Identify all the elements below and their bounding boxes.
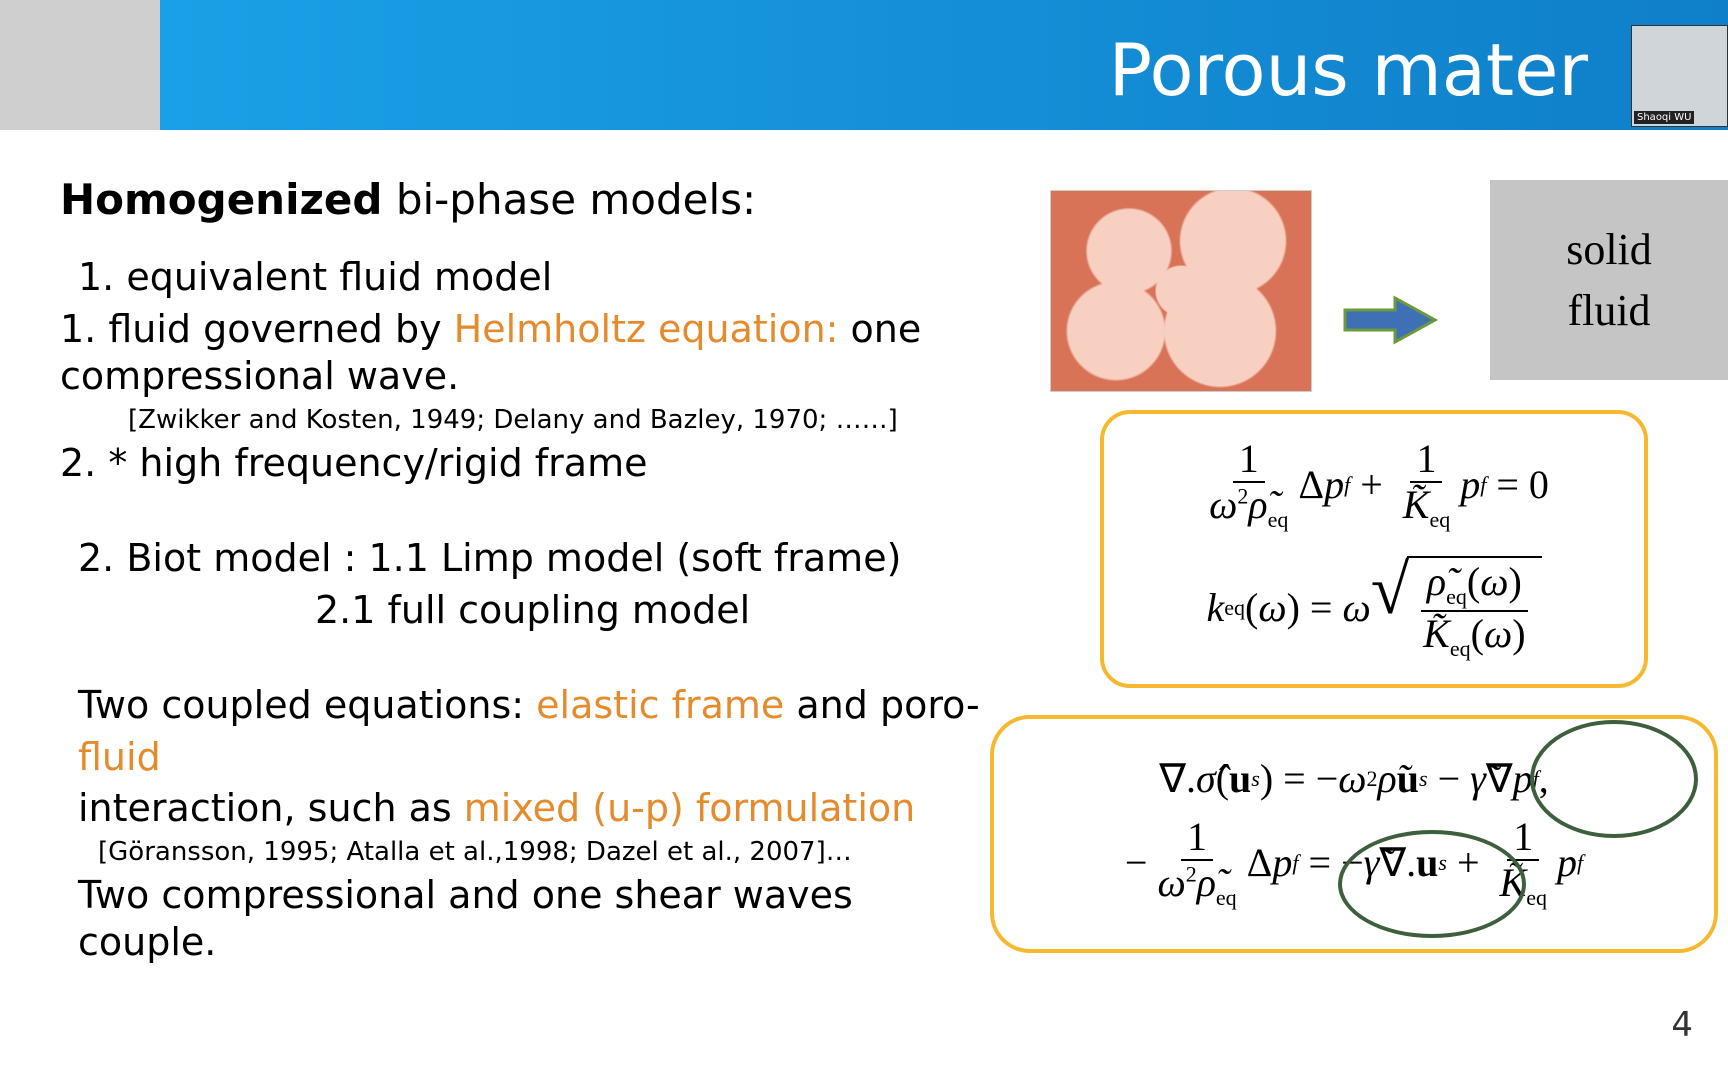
eq2-line1: ∇.σ̂(us) = −ω2ρ̃us − γ̃∇pf,: [1159, 759, 1549, 799]
solid-fluid-box: solid fluid: [1490, 180, 1728, 380]
heading-bold: Homogenized: [60, 175, 382, 224]
arrow-icon: [1340, 290, 1440, 350]
line-equivalent-fluid: 1. equivalent fluid model: [60, 254, 1000, 302]
eq1-line1: 1ω2ρ̃eq Δpf + 1K̃eq pf = 0: [1199, 439, 1549, 531]
side-gray-block: [0, 0, 160, 130]
elastic-frame: elastic frame: [536, 683, 784, 727]
heading-rest: bi-phase models:: [382, 175, 756, 224]
webcam-thumbnail: Shaoqi WU: [1631, 25, 1728, 127]
twocoup-b: and poro-: [784, 683, 979, 727]
reference-2: [Göransson, 1995; Atalla et al.,1998; Da…: [80, 837, 1000, 868]
page-number: 4: [1671, 1005, 1693, 1045]
box-fluid: fluid: [1567, 285, 1650, 336]
poro-fluid-word: fluid: [60, 734, 1000, 782]
interaction-line: interaction, such as mixed (u-p) formula…: [60, 785, 1000, 833]
line-biot: 2. Biot model : 1.1 Limp model (soft fra…: [60, 535, 1000, 583]
helm-a: 1. fluid governed by: [60, 307, 454, 351]
highlight-circle-1: [1530, 720, 1698, 838]
highlight-circle-2: [1338, 830, 1526, 938]
twocoup-a: Two coupled equations:: [78, 683, 536, 727]
line-biot-2: 2.1 full coupling model: [60, 587, 1000, 635]
inter-a: interaction, such as: [78, 786, 464, 830]
line-high-freq: 2. * high frequency/rigid frame: [60, 440, 1000, 488]
two-waves-line: Two compressional and one shear waves co…: [60, 872, 1000, 967]
two-coupled-line: Two coupled equations: elastic frame and…: [60, 682, 1000, 730]
line-helmholtz: 1. fluid governed by Helmholtz equation:…: [60, 306, 1000, 401]
equation-box-1: 1ω2ρ̃eq Δpf + 1K̃eq pf = 0 keq(ω) = ω √ …: [1100, 410, 1648, 688]
helm-orange: Helmholtz equation:: [454, 307, 839, 351]
mixed-up: mixed (u-p) formulation: [464, 786, 915, 830]
reference-1: [Zwikker and Kosten, 1949; Delany and Ba…: [80, 405, 1000, 436]
porous-sample-image: [1050, 190, 1312, 392]
body-text-block: Homogenized bi-phase models: 1. equivale…: [60, 175, 1000, 971]
eq1-line2: keq(ω) = ω √ ρ̃eq(ω) K̃eq(ω): [1206, 556, 1541, 660]
presenter-label: Shaoqi WU: [1634, 111, 1694, 124]
slide-title: Porous mater: [1109, 28, 1588, 112]
box-solid: solid: [1566, 224, 1652, 275]
slide-canvas: Porous mater Shaoqi WU Homogenized bi-ph…: [0, 0, 1728, 1080]
heading: Homogenized bi-phase models:: [60, 175, 1000, 224]
